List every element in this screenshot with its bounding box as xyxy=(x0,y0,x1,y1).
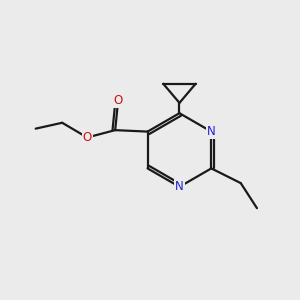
Text: O: O xyxy=(113,94,123,107)
Text: O: O xyxy=(82,131,92,144)
Text: N: N xyxy=(207,125,216,138)
Text: N: N xyxy=(175,180,184,193)
